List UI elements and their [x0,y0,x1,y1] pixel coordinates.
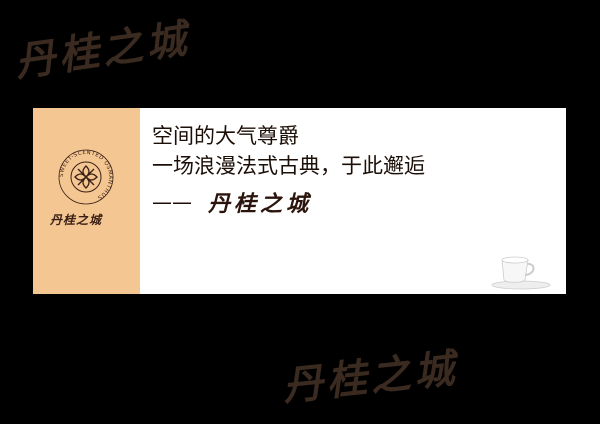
signature-brand: 丹桂之城 [208,191,313,217]
signature-dash: —— [152,190,192,214]
promo-banner: SWEET-SCENTED OSMANTHUS 丹桂之城 空间的大气尊爵 一场浪… [33,108,566,294]
osmanthus-seal-icon: SWEET-SCENTED OSMANTHUS [58,149,114,205]
coffee-cup-icon [491,256,551,290]
signature: —— 丹桂之城 [152,186,312,218]
flower-mark [74,165,98,189]
brand-watermark-bottom: 丹桂之城 [280,344,461,411]
logo-brand-name: 丹桂之城 [50,213,103,227]
slogan-line-1: 空间的大气尊爵 [152,124,299,148]
brand-watermark-top: 丹桂之城 [12,14,193,86]
logo-panel: SWEET-SCENTED OSMANTHUS 丹桂之城 [33,108,140,294]
slogan-line-2: 一场浪漫法式古典，于此邂逅 [152,154,425,178]
slogan-panel: 空间的大气尊爵 一场浪漫法式古典，于此邂逅 —— 丹桂之城 [140,108,566,294]
